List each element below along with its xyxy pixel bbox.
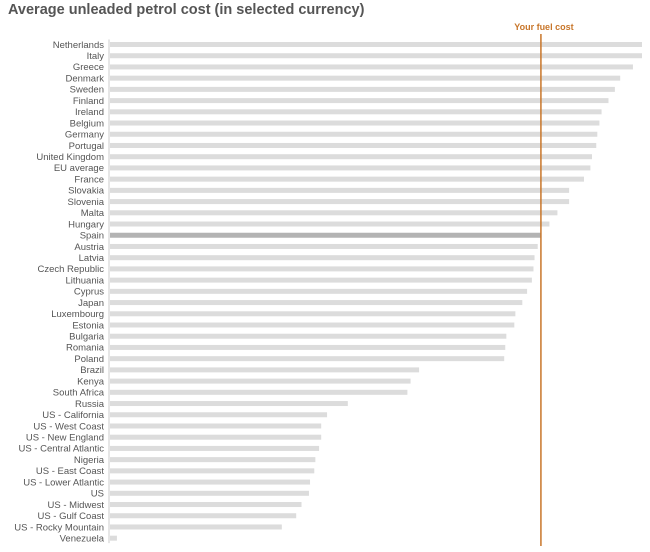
category-label: Slovakia xyxy=(68,186,105,197)
category-label: Japan xyxy=(78,298,104,309)
bar-south-africa xyxy=(110,389,408,395)
bar-malta xyxy=(110,210,558,216)
category-label: Czech Republic xyxy=(37,264,104,275)
category-label: Hungary xyxy=(68,219,104,230)
bar-cyprus xyxy=(110,288,528,294)
category-label: Lithuania xyxy=(65,275,104,286)
category-label: US - East Coast xyxy=(36,466,104,477)
bar-netherlands xyxy=(110,42,642,47)
bar-sweden xyxy=(110,86,615,92)
bar-slovakia xyxy=(110,187,570,193)
bar-russia xyxy=(110,401,348,407)
category-label: Austria xyxy=(74,242,104,253)
category-label: EU average xyxy=(54,163,104,174)
bar-italy xyxy=(110,53,642,59)
bar-us-rocky-mountain xyxy=(110,524,282,530)
category-label: Brazil xyxy=(80,365,104,376)
bar-eu-average xyxy=(110,165,591,171)
category-label: Estonia xyxy=(72,320,104,331)
bar-austria xyxy=(110,243,538,249)
bar-kenya xyxy=(110,378,411,384)
category-label: US - Rocky Mountain xyxy=(14,522,104,533)
category-label: Spain xyxy=(80,231,104,242)
bar-us-lower-atlantic xyxy=(110,479,311,485)
bar-lithuania xyxy=(110,277,532,283)
bar-luxembourg xyxy=(110,311,516,317)
category-label: Netherlands xyxy=(53,40,104,51)
category-label: Sweden xyxy=(70,85,104,96)
bar-japan xyxy=(110,300,523,306)
your-fuel-cost-label: Your fuel cost xyxy=(514,22,573,32)
bar-belgium xyxy=(110,120,600,126)
category-label: Bulgaria xyxy=(69,332,105,343)
bar-romania xyxy=(110,344,506,350)
bar-france xyxy=(110,176,585,182)
category-label: Malta xyxy=(81,208,105,219)
category-label: Nigeria xyxy=(74,455,105,466)
bar-germany xyxy=(110,131,598,137)
category-label: Denmark xyxy=(65,73,104,84)
category-label: Ireland xyxy=(75,107,104,118)
bar-spain xyxy=(110,232,541,238)
bar-bulgaria xyxy=(110,333,507,339)
bar-czech-republic xyxy=(110,266,534,272)
bar-venezuela xyxy=(110,535,117,541)
category-label: US xyxy=(91,489,104,500)
chart-title: Average unleaded petrol cost (in selecte… xyxy=(8,2,365,18)
category-label: Russia xyxy=(75,399,105,410)
category-label: US - Central Atlantic xyxy=(18,444,104,455)
bar-us-gulf-coast xyxy=(110,513,297,519)
bar-estonia xyxy=(110,322,515,328)
bar-us-california xyxy=(110,412,328,418)
category-label: Poland xyxy=(74,354,104,365)
bar-us-midwest xyxy=(110,502,302,508)
category-label: US - California xyxy=(42,410,104,421)
category-label: Greece xyxy=(73,62,104,73)
bar-us-east-coast xyxy=(110,468,315,474)
category-label: US - West Coast xyxy=(33,421,104,432)
category-label: US - Midwest xyxy=(48,500,105,511)
bar-finland xyxy=(110,98,609,104)
category-label: US - New England xyxy=(26,433,104,444)
category-label: Latvia xyxy=(79,253,105,264)
bar-nigeria xyxy=(110,457,316,463)
bar-ireland xyxy=(110,109,602,115)
category-label: Belgium xyxy=(70,118,104,129)
category-label: Luxembourg xyxy=(51,309,104,320)
category-label: France xyxy=(74,174,104,185)
category-label: Venezuela xyxy=(60,533,105,544)
bar-denmark xyxy=(110,75,621,81)
bar-greece xyxy=(110,64,633,70)
category-label: Italy xyxy=(87,51,105,62)
bar-slovenia xyxy=(110,199,570,205)
category-label: Finland xyxy=(73,96,104,107)
bar-latvia xyxy=(110,255,535,261)
category-label: Cyprus xyxy=(74,287,104,298)
bar-us-new-england xyxy=(110,434,322,440)
category-label: United Kingdom xyxy=(36,152,104,163)
bar-us-west-coast xyxy=(110,423,322,429)
category-label: Slovenia xyxy=(68,197,105,208)
category-label: US - Lower Atlantic xyxy=(23,477,104,488)
category-label: Romania xyxy=(66,343,105,354)
bar-us xyxy=(110,490,309,496)
bar-portugal xyxy=(110,142,597,148)
category-label: Portugal xyxy=(69,141,104,152)
category-label: Kenya xyxy=(77,376,105,387)
bar-poland xyxy=(110,356,505,362)
bar-hungary xyxy=(110,221,550,227)
category-label: Germany xyxy=(65,130,104,141)
bar-united-kingdom xyxy=(110,154,592,160)
category-label: South Africa xyxy=(53,388,105,399)
bar-brazil xyxy=(110,367,420,373)
category-label: US - Gulf Coast xyxy=(37,511,104,522)
bar-us-central-atlantic xyxy=(110,445,320,451)
